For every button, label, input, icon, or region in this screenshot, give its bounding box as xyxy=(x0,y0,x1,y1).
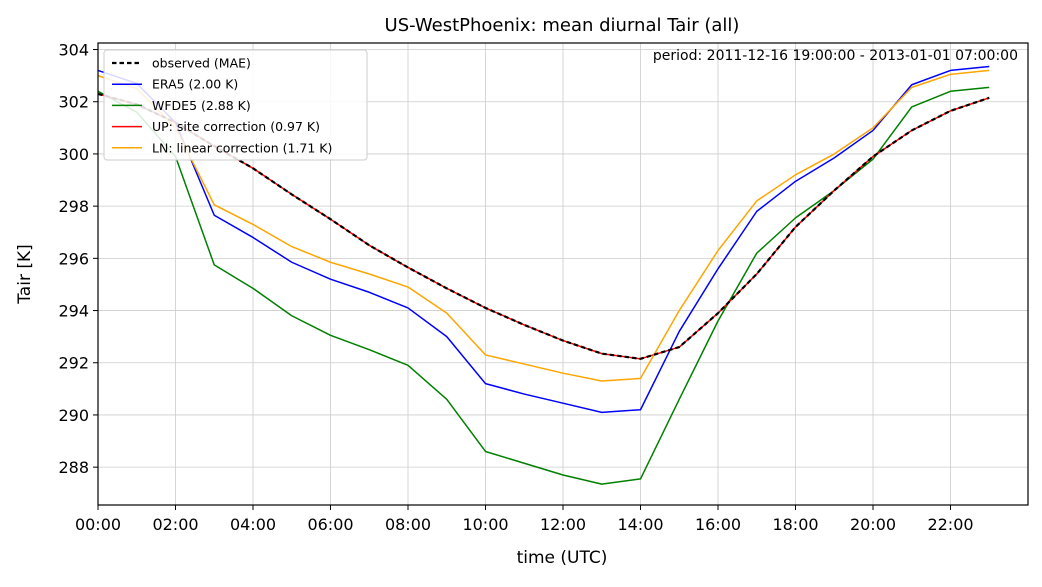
x-tick-label: 04:00 xyxy=(230,515,276,534)
y-tick-label: 290 xyxy=(58,406,89,425)
legend-label: UP: site correction (0.97 K) xyxy=(152,119,320,134)
legend-label: observed (MAE) xyxy=(152,56,251,71)
series-line-ln-linear-correction-1-71-k xyxy=(97,69,990,382)
y-tick-label: 300 xyxy=(58,145,89,164)
x-tick-label: 02:00 xyxy=(152,515,198,534)
legend-label: WFDE5 (2.88 K) xyxy=(152,98,251,113)
x-tick-label: 06:00 xyxy=(307,515,353,534)
y-axis-label: Tair [K] xyxy=(15,244,35,305)
x-tick-label: 16:00 xyxy=(695,515,741,534)
x-tick-label: 18:00 xyxy=(772,515,818,534)
legend-label: ERA5 (2.00 K) xyxy=(152,77,238,92)
chart-title: US-WestPhoenix: mean diurnal Tair (all) xyxy=(385,15,740,36)
series-lines xyxy=(97,65,990,485)
y-tick-label: 294 xyxy=(58,302,89,321)
x-tick-label: 12:00 xyxy=(540,515,586,534)
x-tick-label: 14:00 xyxy=(617,515,663,534)
series-line-observed-mae xyxy=(97,92,990,360)
axis-ticks: 00:00 02:00 04:00 06:00 08:00 10:00 12:00 14:00… xyxy=(58,41,973,534)
y-tick-label: 302 xyxy=(58,93,89,112)
legend-box xyxy=(103,49,368,161)
y-tick-label: 288 xyxy=(58,458,89,477)
x-tick-label: 22:00 xyxy=(927,515,973,534)
y-tick-label: 292 xyxy=(58,354,89,373)
legend: observed (MAE) ERA5 (2.00 K) WFDE5 (2.88 K… xyxy=(103,49,368,161)
x-axis-label: time (UTC) xyxy=(517,548,608,568)
y-tick-label: 298 xyxy=(58,197,89,216)
x-tick-label: 08:00 xyxy=(385,515,431,534)
x-tick-label: 00:00 xyxy=(75,515,121,534)
grid-lines xyxy=(97,43,1028,505)
period-annotation: period: 2011-12-16 19:00:00 - 2013-01-01… xyxy=(653,48,1018,64)
y-tick-label: 304 xyxy=(58,41,89,60)
legend-label: LN: linear correction (1.71 K) xyxy=(152,140,332,155)
series-line-era5-2-00-k xyxy=(97,65,990,414)
y-tick-label: 296 xyxy=(58,249,89,268)
x-tick-label: 10:00 xyxy=(462,515,508,534)
x-tick-label: 20:00 xyxy=(850,515,896,534)
